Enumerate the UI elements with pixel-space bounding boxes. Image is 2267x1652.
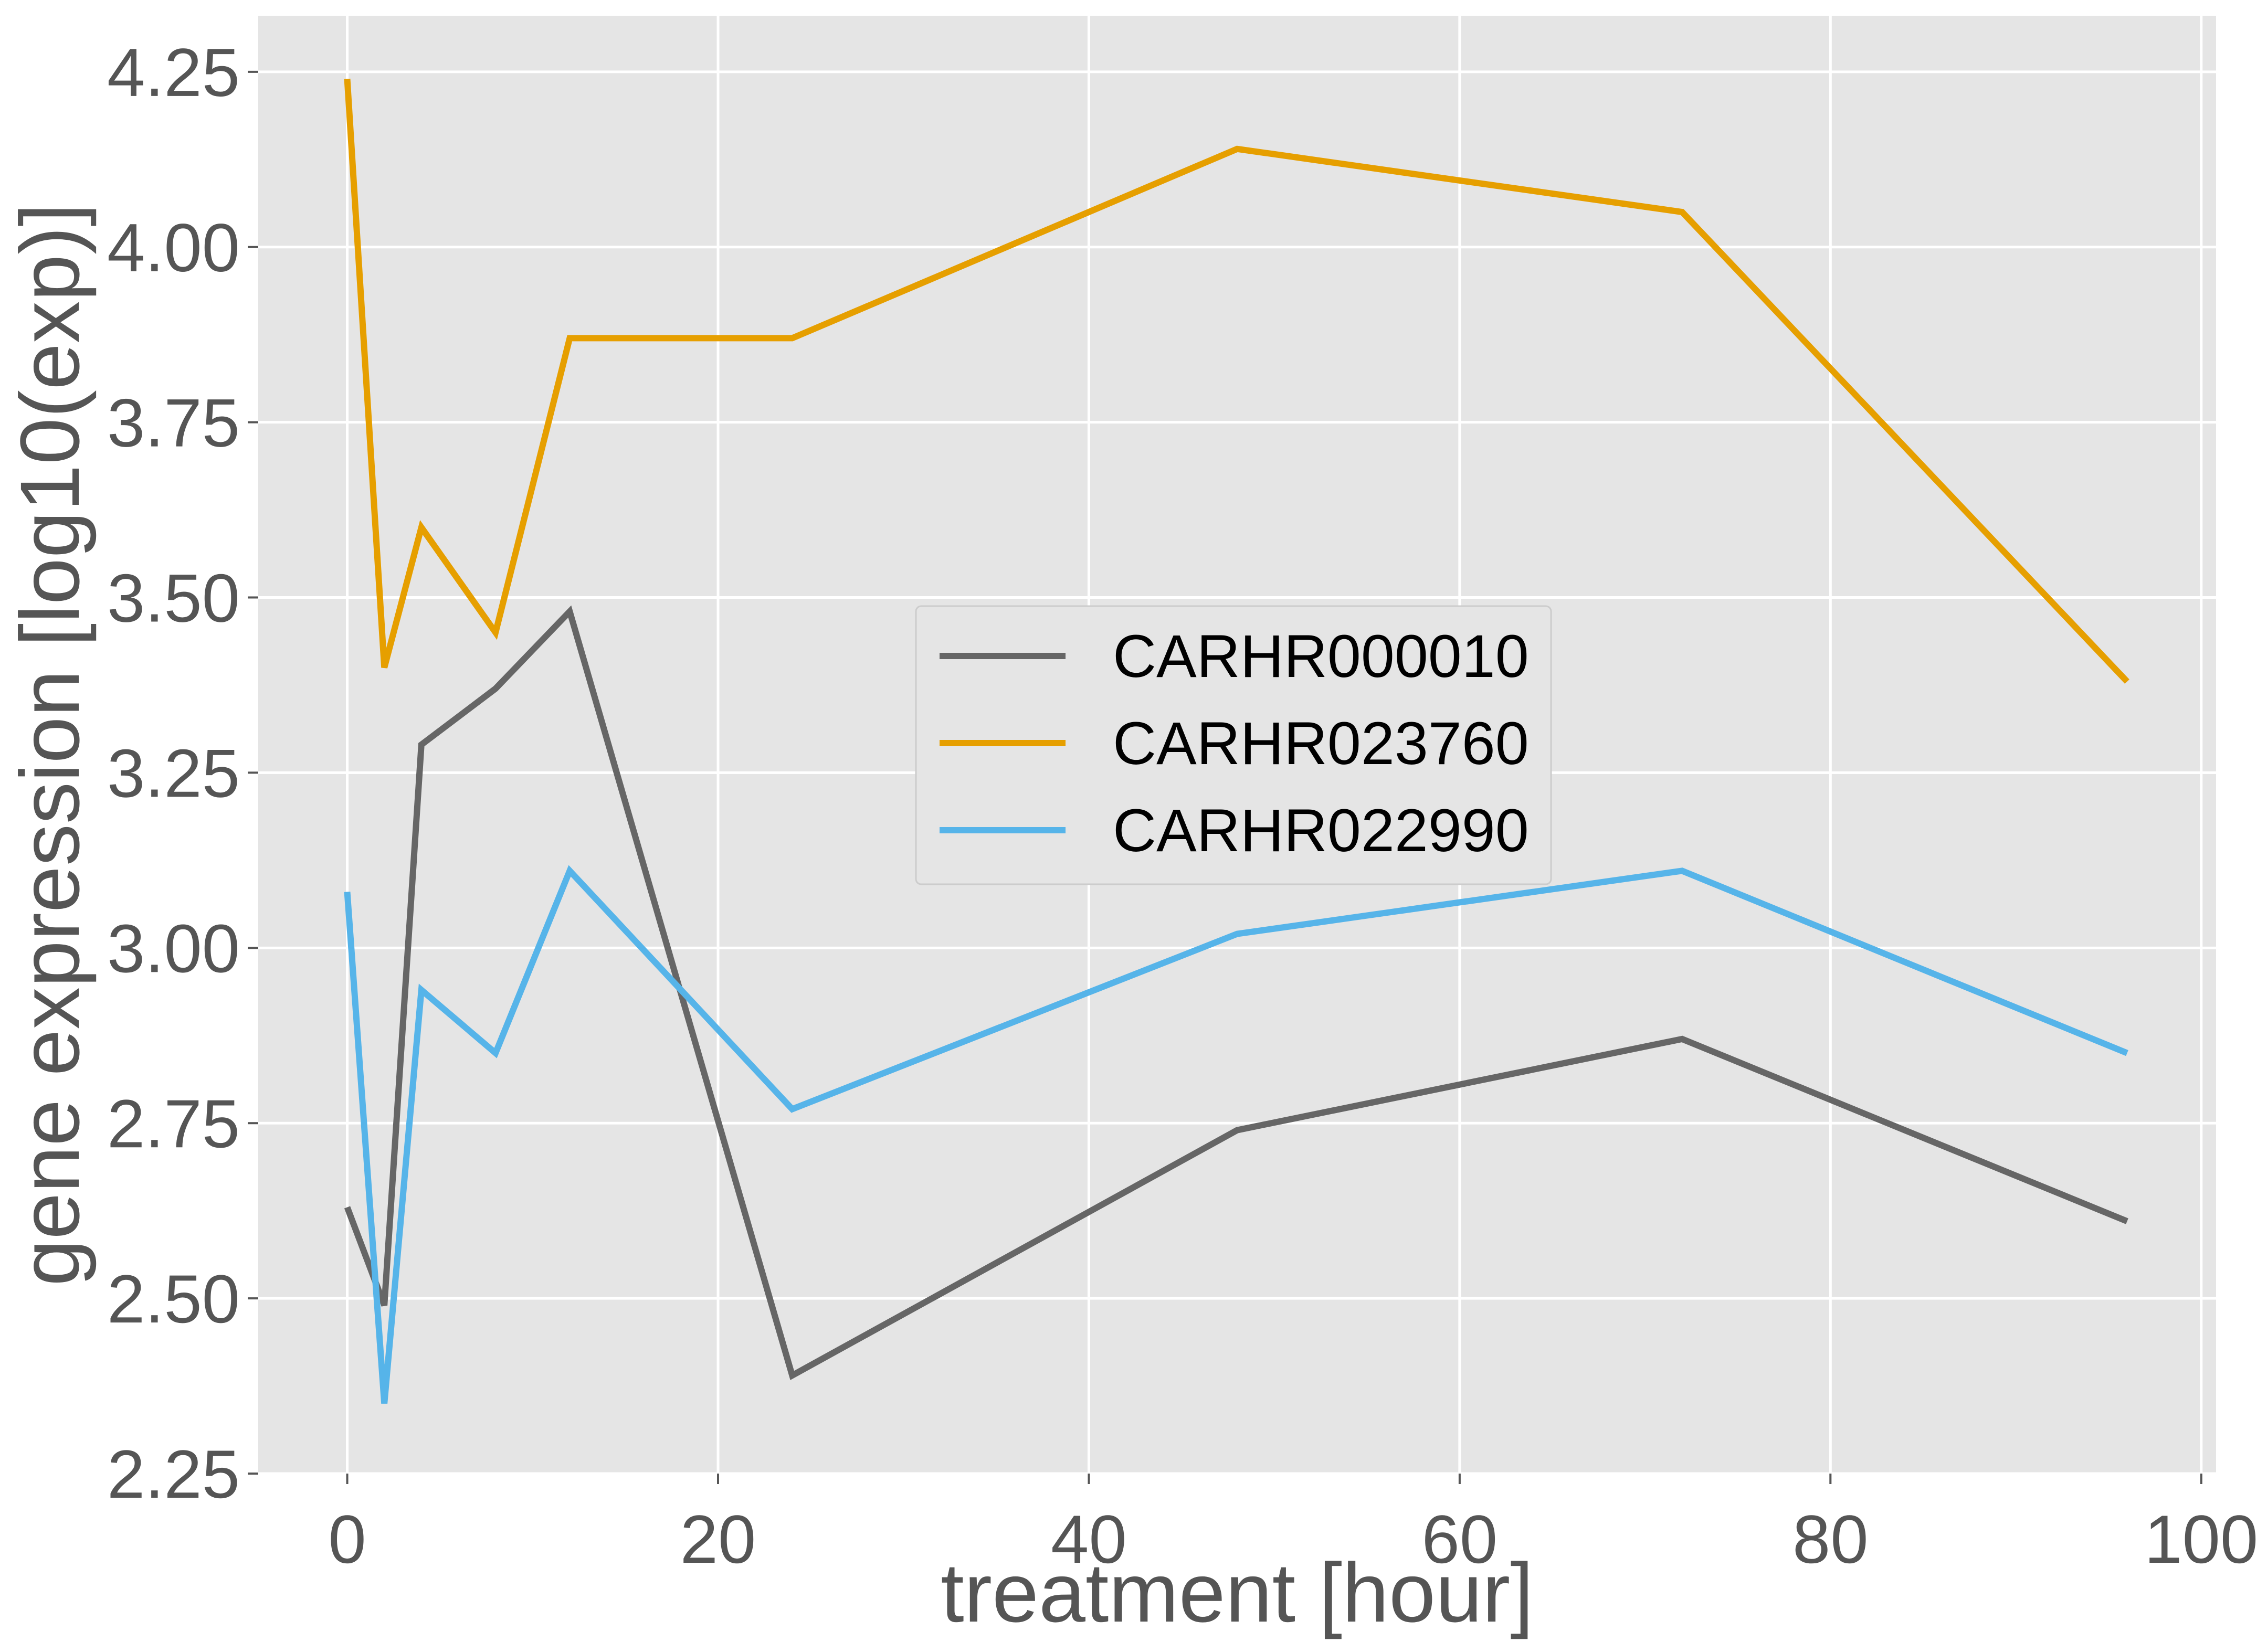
y-tick-label: 3.00 (107, 910, 240, 987)
x-tick-label: 40 (1051, 1501, 1127, 1577)
y-axis-label: gene expression [log10(exp)] (3, 203, 97, 1286)
x-tick-label: 0 (328, 1501, 366, 1577)
legend-box (915, 605, 1552, 885)
y-tick-label: 2.75 (107, 1085, 240, 1162)
x-axis-ticks: 0 20 40 60 80 100 (328, 1474, 2258, 1577)
x-axis-label: treatment [hour] (941, 1545, 1533, 1639)
series-line-3 (344, 865, 2128, 1404)
x-tick-label: 80 (1792, 1501, 1869, 1577)
y-tick-label: 2.50 (107, 1261, 240, 1337)
y-tick-label: 3.50 (107, 560, 240, 637)
series-line-2 (344, 78, 2129, 684)
legend-entry-2: CARHR023760 (1113, 710, 1529, 777)
x-tick-label: 60 (1422, 1501, 1498, 1577)
x-tick-label: 20 (680, 1501, 756, 1577)
legend-entry-1: CARHR000010 (1113, 623, 1529, 690)
x-tick-label: 100 (2144, 1501, 2258, 1577)
legend: CARHR000010 CARHR023760 CARHR022990 (915, 605, 1552, 885)
y-tick-label: 3.25 (107, 735, 240, 811)
y-tick-label: 2.25 (107, 1436, 240, 1512)
legend-entry-3: CARHR022990 (1113, 797, 1529, 864)
y-tick-label: 3.75 (107, 385, 240, 461)
series-lines (344, 78, 2129, 1404)
series-line-1 (344, 605, 2128, 1380)
y-tick-label: 4.00 (107, 209, 240, 286)
y-axis-ticks: 2.25 2.50 2.75 3.00 3.25 3.50 3.75 4.00 4.25 (107, 34, 258, 1512)
y-tick-label: 4.25 (107, 34, 240, 111)
